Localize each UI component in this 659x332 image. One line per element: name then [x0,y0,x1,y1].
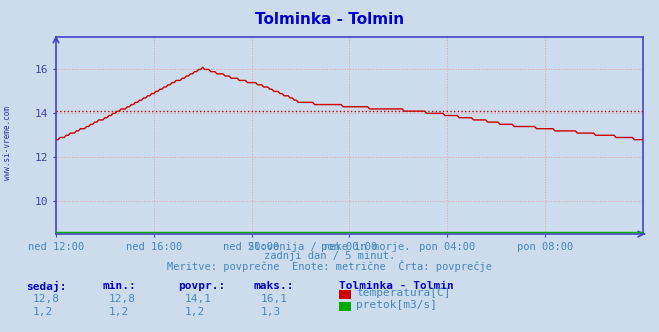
Text: 1,3: 1,3 [260,307,281,317]
Text: temperatura[C]: temperatura[C] [356,288,450,298]
Text: Slovenija / reke in morje.: Slovenija / reke in morje. [248,242,411,252]
Text: Tolminka - Tolmin: Tolminka - Tolmin [339,281,454,290]
Text: min.:: min.: [102,281,136,290]
Text: 14,1: 14,1 [185,294,212,304]
Text: pretok[m3/s]: pretok[m3/s] [356,300,437,310]
Text: 16,1: 16,1 [260,294,287,304]
Text: 12,8: 12,8 [109,294,136,304]
Text: 1,2: 1,2 [33,307,53,317]
Text: sedaj:: sedaj: [26,281,67,291]
Text: Meritve: povprečne  Enote: metrične  Črta: povprečje: Meritve: povprečne Enote: metrične Črta:… [167,260,492,272]
Text: www.si-vreme.com: www.si-vreme.com [3,106,13,180]
Text: 1,2: 1,2 [109,307,129,317]
Text: maks.:: maks.: [254,281,294,290]
Text: zadnji dan / 5 minut.: zadnji dan / 5 minut. [264,251,395,261]
Text: 1,2: 1,2 [185,307,205,317]
Text: povpr.:: povpr.: [178,281,225,290]
Text: Tolminka - Tolmin: Tolminka - Tolmin [255,12,404,27]
Text: 12,8: 12,8 [33,294,60,304]
